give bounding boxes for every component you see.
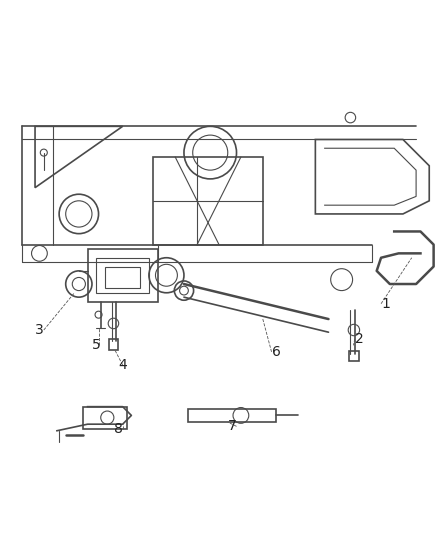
Bar — [109, 339, 118, 350]
Bar — [349, 351, 359, 361]
Text: 1: 1 — [381, 297, 390, 311]
Text: 5: 5 — [92, 338, 101, 352]
Text: 8: 8 — [114, 422, 123, 435]
Bar — [83, 407, 127, 429]
Text: 4: 4 — [118, 358, 127, 372]
Text: 3: 3 — [35, 323, 44, 337]
Bar — [88, 249, 158, 302]
Bar — [96, 258, 149, 293]
Text: 7: 7 — [228, 419, 237, 433]
Bar — [153, 157, 263, 245]
Bar — [105, 266, 140, 288]
Text: 6: 6 — [272, 345, 280, 359]
Text: 2: 2 — [355, 332, 364, 346]
